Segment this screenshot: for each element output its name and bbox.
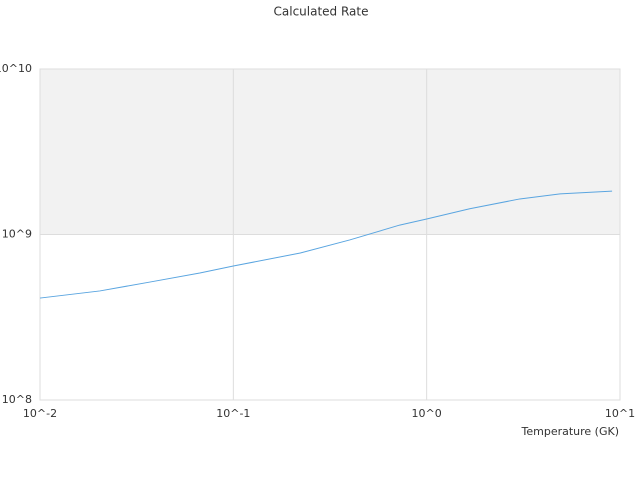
x-tick-label: 10^-2 xyxy=(23,407,57,420)
x-tick-label: 10^1 xyxy=(605,407,635,420)
plot-border xyxy=(39,68,621,401)
x-tick-label: 10^0 xyxy=(412,407,442,420)
y-tick-label: 10^9 xyxy=(2,228,32,241)
data-line xyxy=(39,190,613,299)
x-axis-label: Temperature (GK) xyxy=(521,425,620,438)
y-tick-label: 10^8 xyxy=(2,393,32,406)
chart-title: Calculated Rate xyxy=(274,5,369,19)
plot-band xyxy=(40,69,620,235)
x-tick-label: 10^-1 xyxy=(216,407,250,420)
y-tick-label: 10^10 xyxy=(0,62,32,75)
